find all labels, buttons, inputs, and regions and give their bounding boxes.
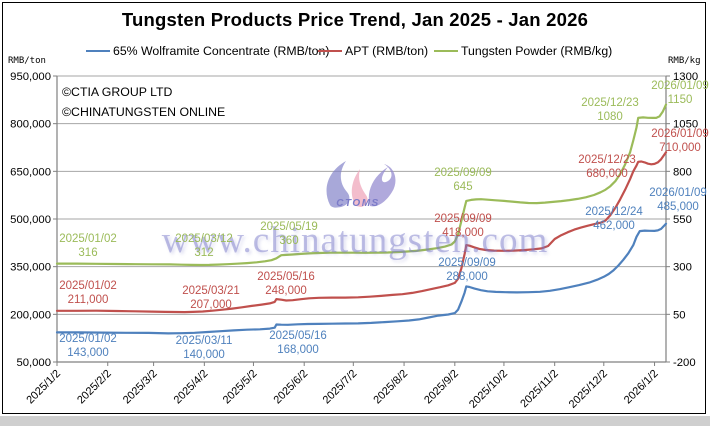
left-axis-unit-label: RMB/ton [8,56,46,66]
series-line-1 [55,151,668,314]
bottom-gray-strip [0,416,710,426]
data-label-value: 316 [78,246,98,259]
data-label-2025-01-02: 2025/01/02 211,000 [59,280,117,307]
legend-item-powder: Tungsten Powder (RMB/kg) [434,44,612,58]
data-label-2025-05-16: 2025/05/16 248,000 [257,271,315,298]
data-label-date: 2026/01/09 [651,80,709,92]
data-label-2025-03-12: 2025/03/12 312 [175,233,233,260]
data-label-value: 312 [194,246,214,259]
copyright-line-1: ©CTIA GROUP LTD [62,85,173,99]
right-axis-tick-label: -200 [673,357,696,369]
data-label-2026-01-09: 2026/01/09 485,000 [649,187,707,214]
ctoms-logo-text: CTOMS [336,198,380,209]
data-label-value: 418,000 [442,226,484,239]
data-label-2025-12-24: 2025/12/24 462,000 [585,206,643,233]
right-axis-tick-label: 50 [673,309,686,321]
data-label-date: 2025/01/02 [59,280,117,292]
data-label-value: 645 [453,180,473,193]
legend-label-wolframite: 65% Wolframite Concentrate (RMB/ton) [113,44,330,58]
data-label-value: 1080 [597,110,623,123]
data-label-value: 288,000 [446,270,488,283]
data-label-2025-12-23: 2025/12/23 680,000 [578,154,636,181]
data-label-2025-03-11: 2025/03/11 140,000 [176,335,233,362]
data-label-date: 2025/03/21 [182,285,240,297]
data-label-date: 2025/12/24 [585,206,643,218]
data-label-2025-01-02: 2025/01/02 143,000 [59,333,117,360]
copyright-line-2: ©CHINATUNGSTEN ONLINE [62,105,226,119]
data-label-value: 485,000 [657,200,699,213]
data-label-date: 2025/03/12 [175,233,233,245]
legend-line-swatch-green [434,49,458,53]
data-label-date: 2025/12/23 [578,154,636,166]
data-label-2025-09-09: 2025/09/09 418,000 [434,213,492,240]
data-label-2026-01-09: 2026/01/09 1150 [651,80,709,107]
data-label-date: 2025/09/09 [438,257,496,269]
data-label-value: 360 [279,234,299,247]
series-line-0 [55,222,668,335]
data-label-date: 2025/09/09 [434,167,492,179]
chart-title: Tungsten Products Price Trend, Jan 2025 … [121,9,589,30]
data-label-date: 2025/09/09 [434,213,492,225]
copyright-block: ©CTIA GROUP LTD ©CHINATUNGSTEN ONLINE [62,82,225,122]
data-label-2025-05-16: 2025/05/16 168,000 [269,330,327,357]
legend-line-swatch-blue [86,49,110,53]
legend-item-wolframite: 65% Wolframite Concentrate (RMB/ton) [86,44,329,58]
data-label-2025-03-21: 2025/03/21 207,000 [182,285,240,312]
left-axis-tick-label: 500,000 [10,214,51,226]
data-label-value: 1150 [667,93,693,106]
right-axis-tick-label: 300 [673,262,692,274]
data-label-2026-01-09: 2026/01/09 710,000 [651,128,709,155]
data-label-2025-09-09: 2025/09/09 645 [434,167,492,194]
right-axis-tick-label: 550 [673,214,692,226]
data-label-value: 211,000 [67,293,109,306]
data-label-date: 2025/01/02 [59,233,117,245]
right-axis-tick-label: 1050 [673,119,698,131]
data-label-value: 140,000 [183,348,225,361]
data-label-date: 2025/05/19 [260,221,318,233]
right-axis-tick-label: 1300 [673,71,698,83]
ctoms-logo-icon [326,161,396,208]
data-label-2025-05-19: 2025/05/19 360 [260,221,318,248]
data-label-date: 2026/01/09 [651,128,709,140]
right-axis-unit-label: RMB/kg [668,56,701,66]
data-label-value: 680,000 [586,167,628,180]
data-label-value: 207,000 [190,298,232,311]
data-label-date: 2025/01/02 [59,333,117,345]
legend-line-swatch-red [318,49,342,53]
data-label-2025-01-02: 2025/01/02 316 [59,233,117,260]
left-axis-tick-label: 200,000 [10,309,51,321]
left-axis-tick-label: 50,000 [16,357,51,369]
data-label-value: 143,000 [67,346,109,359]
legend-label-apt: APT (RMB/ton) [345,44,429,58]
data-label-2025-12-23: 2025/12/23 1080 [581,97,639,124]
left-axis-tick-label: 350,000 [10,262,51,274]
data-label-date: 2025/05/16 [269,330,327,342]
data-label-date: 2025/12/23 [581,97,639,109]
data-label-date: 2025/05/16 [257,271,315,283]
outer-border [2,2,706,414]
left-axis-tick-label: 950,000 [10,71,51,83]
legend-label-powder: Tungsten Powder (RMB/kg) [461,44,613,58]
legend-item-apt: APT (RMB/ton) [318,44,428,58]
right-axis-tick-label: 800 [673,166,692,178]
data-label-date: 2026/01/09 [649,187,707,199]
data-label-value: 168,000 [277,343,319,356]
series-line-2 [55,103,668,267]
data-label-date: 2025/03/11 [175,335,233,347]
data-label-value: 710,000 [659,141,701,154]
data-label-value: 462,000 [593,219,635,232]
left-axis-tick-label: 650,000 [10,166,51,178]
data-label-2025-09-09: 2025/09/09 288,000 [438,257,496,284]
data-label-value: 248,000 [265,284,307,297]
left-axis-tick-label: 800,000 [10,119,51,131]
